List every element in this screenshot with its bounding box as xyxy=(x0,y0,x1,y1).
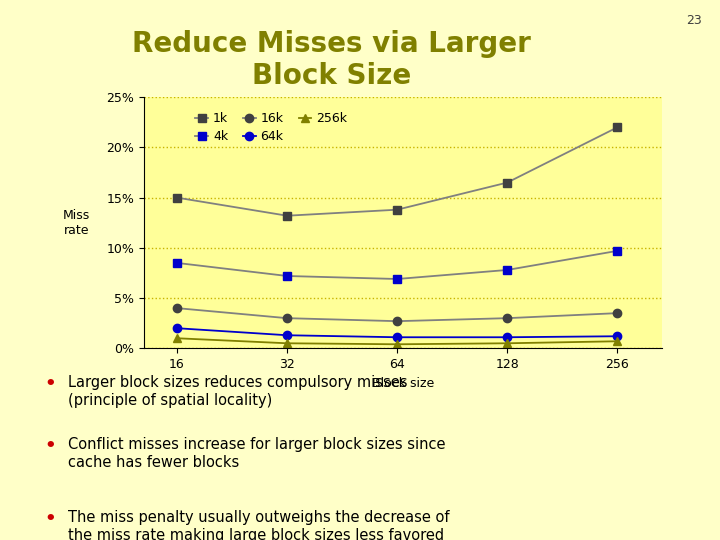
Text: Larger block sizes reduces compulsory misses
(principle of spatial locality): Larger block sizes reduces compulsory mi… xyxy=(68,375,408,408)
Text: 23: 23 xyxy=(686,14,702,26)
Text: The miss penalty usually outweighs the decrease of
the miss rate making large bl: The miss penalty usually outweighs the d… xyxy=(68,510,450,540)
Text: Reduce Misses via Larger: Reduce Misses via Larger xyxy=(132,30,531,58)
Text: •: • xyxy=(45,510,56,528)
Y-axis label: Miss
rate: Miss rate xyxy=(63,209,90,237)
X-axis label: Block size: Block size xyxy=(372,376,434,389)
Legend: 1k, 4k, 16k, 64k, 256k: 1k, 4k, 16k, 64k, 256k xyxy=(192,109,351,147)
Text: •: • xyxy=(45,437,56,455)
Text: Conflict misses increase for larger block sizes since
cache has fewer blocks: Conflict misses increase for larger bloc… xyxy=(68,437,446,470)
Text: Block Size: Block Size xyxy=(251,62,411,90)
Text: •: • xyxy=(45,375,56,393)
